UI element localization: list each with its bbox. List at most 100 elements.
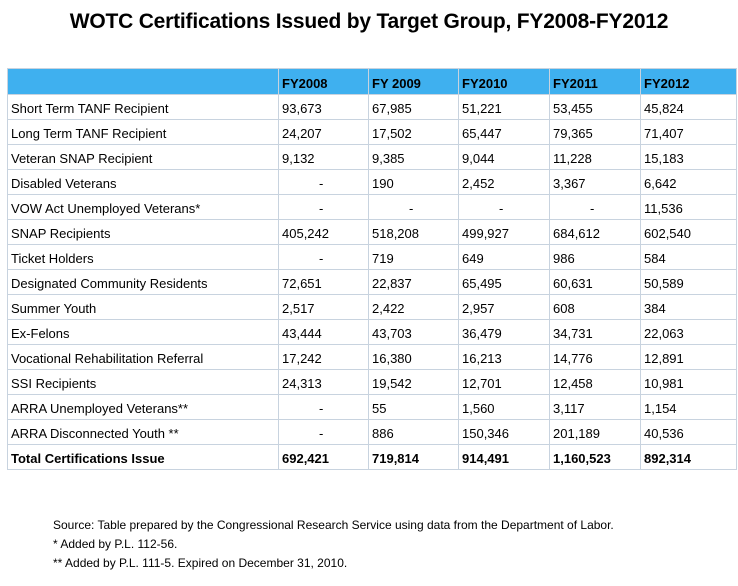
table-cell: 65,495: [458, 269, 550, 295]
table-row: Ticket Holders -719 649 986 584: [7, 244, 737, 270]
table-cell: 3,367: [549, 169, 641, 195]
table-row: Disabled Veterans -190 2,452 3,367 6,642: [7, 169, 737, 195]
row-label: SNAP Recipients: [7, 219, 279, 245]
table-cell: 9,044: [458, 144, 550, 170]
row-label: Designated Community Residents: [7, 269, 279, 295]
table-cell: 12,458: [549, 369, 641, 395]
table-cell: 17,242: [278, 344, 369, 370]
row-label: Ticket Holders: [7, 244, 279, 270]
row-label: ARRA Disconnected Youth **: [7, 419, 279, 445]
table-row: Veteran SNAP Recipient 9,132 9,385 9,044 11,…: [7, 144, 737, 170]
column-header: [7, 68, 279, 95]
row-label: Short Term TANF Recipient: [7, 94, 279, 120]
table-cell: 692,421: [278, 444, 369, 470]
table-cell: -: [278, 194, 369, 220]
table-cell: 9,132: [278, 144, 369, 170]
table-header-row: FY2008 FY 2009 FY2010 FY2011 FY2012: [7, 68, 737, 95]
table-cell: 914,491: [458, 444, 550, 470]
table-cell: 6,642: [640, 169, 737, 195]
row-label: ARRA Unemployed Veterans**: [7, 394, 279, 420]
row-label: SSI Recipients: [7, 369, 279, 395]
table-cell: 65,447: [458, 119, 550, 145]
table-cell: 986: [549, 244, 641, 270]
table-cell: 9,385: [368, 144, 459, 170]
table-cell: 24,207: [278, 119, 369, 145]
table-cell: -: [549, 194, 641, 220]
table-cell: 22,837: [368, 269, 459, 295]
certifications-table: FY2008 FY 2009 FY2010 FY2011 FY2012 Shor…: [7, 68, 737, 470]
footnote: * Added by P.L. 112-56.: [53, 537, 178, 551]
table-cell: 19,542: [368, 369, 459, 395]
table-cell: 584: [640, 244, 737, 270]
column-header: FY2012: [640, 68, 737, 95]
table-cell: -: [458, 194, 550, 220]
table-cell: 608: [549, 294, 641, 320]
table-cell: 2,957: [458, 294, 550, 320]
page-title: WOTC Certifications Issued by Target Gro…: [69, 10, 669, 33]
table-cell: 1,154: [640, 394, 737, 420]
table-cell: 71,407: [640, 119, 737, 145]
table-row: VOW Act Unemployed Veterans* - - - -11,536: [7, 194, 737, 220]
table-cell: 892,314: [640, 444, 737, 470]
table-row: ARRA Disconnected Youth ** -886 150,346 201…: [7, 419, 737, 445]
table-cell: 2,517: [278, 294, 369, 320]
table-cell: 602,540: [640, 219, 737, 245]
table-cell: 499,927: [458, 219, 550, 245]
table-cell: 12,891: [640, 344, 737, 370]
table-cell: 34,731: [549, 319, 641, 345]
table-cell: 518,208: [368, 219, 459, 245]
table-cell: 719: [368, 244, 459, 270]
table-cell: 150,346: [458, 419, 550, 445]
table-cell: 1,560: [458, 394, 550, 420]
table-cell: 67,985: [368, 94, 459, 120]
footnotes: Source: Table prepared by the Congressio…: [53, 516, 614, 573]
table-cell: 190: [368, 169, 459, 195]
table-cell: 79,365: [549, 119, 641, 145]
table-cell: -: [278, 169, 369, 195]
table-cell: 405,242: [278, 219, 369, 245]
column-header: FY2008: [278, 68, 369, 95]
row-label: Ex-Felons: [7, 319, 279, 345]
table-cell: 51,221: [458, 94, 550, 120]
table-row: Short Term TANF Recipient 93,673 67,985 51,…: [7, 94, 737, 120]
table-cell: 60,631: [549, 269, 641, 295]
table-cell: 11,228: [549, 144, 641, 170]
table-cell: 55: [368, 394, 459, 420]
table-row: Vocational Rehabilitation Referral 17,242…: [7, 344, 737, 370]
row-label: Long Term TANF Recipient: [7, 119, 279, 145]
table-cell: 40,536: [640, 419, 737, 445]
table-body: Short Term TANF Recipient 93,673 67,985 51,…: [7, 94, 737, 470]
table-cell: 2,452: [458, 169, 550, 195]
table-cell: 45,824: [640, 94, 737, 120]
table-cell: 93,673: [278, 94, 369, 120]
table-row: Ex-Felons 43,444 43,703 36,479 34,731 22,063: [7, 319, 737, 345]
total-row: Total Certifications Issue 692,421 719,814…: [7, 444, 737, 470]
column-header: FY2010: [458, 68, 550, 95]
table-row: SSI Recipients 24,313 19,542 12,701 12,458 10…: [7, 369, 737, 395]
table-row: ARRA Unemployed Veterans** -55 1,560 3,117 1…: [7, 394, 737, 420]
table-cell: 719,814: [368, 444, 459, 470]
table-row: Long Term TANF Recipient 24,207 17,502 65,4…: [7, 119, 737, 145]
table-cell: 36,479: [458, 319, 550, 345]
table-row: Designated Community Residents 72,651 22,8…: [7, 269, 737, 295]
source-note: Source: Table prepared by the Congressio…: [53, 518, 614, 532]
table-row: SNAP Recipients 405,242 518,208 499,927 684,…: [7, 219, 737, 245]
table-cell: 17,502: [368, 119, 459, 145]
table-cell: 3,117: [549, 394, 641, 420]
table-cell: 22,063: [640, 319, 737, 345]
row-label: Summer Youth: [7, 294, 279, 320]
column-header: FY2011: [549, 68, 641, 95]
table-cell: 16,380: [368, 344, 459, 370]
table-cell: -: [278, 419, 369, 445]
table-cell: 384: [640, 294, 737, 320]
row-label: Vocational Rehabilitation Referral: [7, 344, 279, 370]
row-label: Veteran SNAP Recipient: [7, 144, 279, 170]
table-cell: 10,981: [640, 369, 737, 395]
table-cell: 11,536: [640, 194, 737, 220]
footnote: ** Added by P.L. 111-5. Expired on Decem…: [53, 556, 348, 570]
row-label: VOW Act Unemployed Veterans*: [7, 194, 279, 220]
column-header: FY 2009: [368, 68, 459, 95]
table-cell: 14,776: [549, 344, 641, 370]
table-cell: 1,160,523: [549, 444, 641, 470]
table-cell: 16,213: [458, 344, 550, 370]
